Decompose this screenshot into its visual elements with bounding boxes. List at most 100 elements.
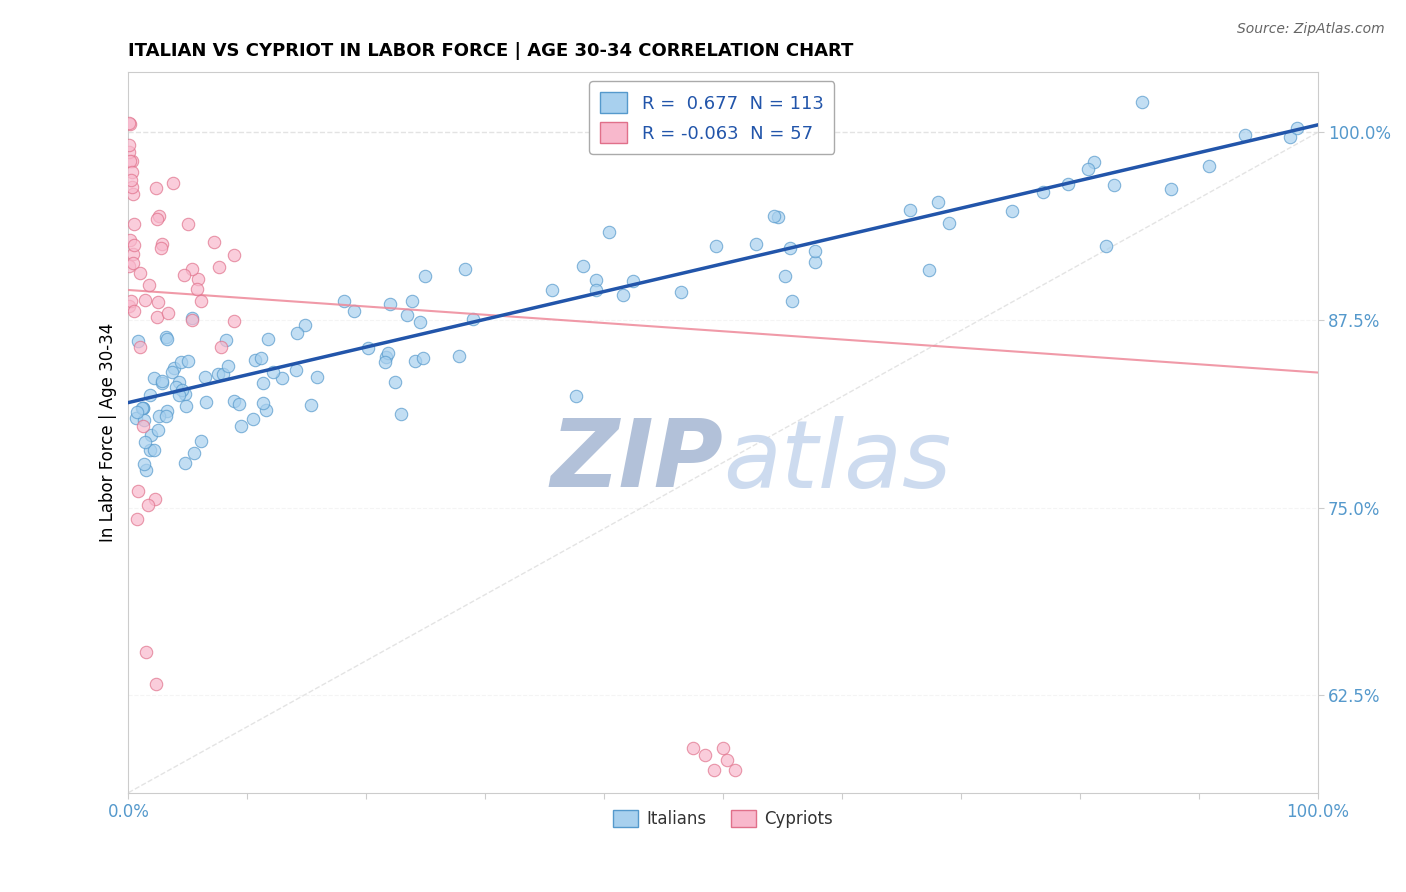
- Italians: [170, 354, 193, 368]
- Text: ZIP: ZIP: [550, 416, 723, 508]
- Cypriots: [682, 740, 704, 755]
- Italians: [134, 457, 156, 471]
- Cypriots: [122, 247, 145, 261]
- Italians: [762, 209, 785, 223]
- Italians: [207, 368, 229, 382]
- Italians: [143, 371, 166, 385]
- Italians: [152, 376, 174, 390]
- Italians: [299, 398, 322, 412]
- Cypriots: [181, 261, 204, 276]
- Italians: [162, 360, 184, 375]
- Cypriots: [150, 236, 173, 251]
- Italians: [139, 428, 162, 442]
- Italians: [357, 341, 380, 355]
- Italians: [918, 263, 941, 277]
- Italians: [898, 203, 921, 218]
- Italians: [252, 376, 274, 390]
- Italians: [461, 311, 484, 326]
- Cypriots: [121, 153, 143, 168]
- Cypriots: [118, 259, 141, 273]
- Italians: [139, 388, 162, 402]
- Italians: [125, 404, 148, 418]
- Italians: [1160, 182, 1182, 196]
- Cypriots: [135, 645, 157, 659]
- Cypriots: [148, 295, 170, 310]
- Italians: [401, 294, 423, 309]
- Text: Source: ZipAtlas.com: Source: ZipAtlas.com: [1237, 22, 1385, 37]
- Italians: [134, 434, 156, 449]
- Italians: [254, 403, 277, 417]
- Italians: [395, 308, 418, 322]
- Italians: [1095, 239, 1118, 253]
- Cypriots: [145, 181, 167, 195]
- Cypriots: [202, 235, 225, 249]
- Cypriots: [122, 217, 145, 231]
- Italians: [229, 419, 252, 434]
- Cypriots: [180, 312, 202, 326]
- Italians: [155, 404, 177, 418]
- Italians: [183, 446, 205, 460]
- Italians: [377, 346, 399, 360]
- Italians: [155, 409, 177, 424]
- Legend: Italians, Cypriots: Italians, Cypriots: [606, 803, 839, 835]
- Cypriots: [134, 293, 156, 308]
- Italians: [1279, 130, 1302, 145]
- Italians: [132, 401, 155, 415]
- Italians: [938, 216, 960, 230]
- Cypriots: [177, 217, 200, 231]
- Italians: [252, 395, 274, 409]
- Cypriots: [118, 233, 141, 247]
- Cypriots: [128, 267, 150, 281]
- Italians: [1032, 185, 1054, 199]
- Italians: [1233, 128, 1256, 143]
- Italians: [572, 259, 595, 273]
- Italians: [453, 261, 475, 276]
- Italians: [155, 329, 177, 343]
- Italians: [565, 389, 588, 403]
- Cypriots: [157, 305, 180, 319]
- Italians: [305, 369, 328, 384]
- Cypriots: [118, 138, 141, 153]
- Italians: [1001, 204, 1024, 219]
- Italians: [598, 225, 620, 239]
- Cypriots: [118, 145, 141, 159]
- Italians: [294, 318, 316, 332]
- Italians: [803, 244, 825, 259]
- Cypriots: [222, 247, 245, 261]
- Italians: [343, 304, 366, 318]
- Cypriots: [186, 282, 208, 296]
- Italians: [333, 294, 356, 309]
- Italians: [228, 397, 250, 411]
- Italians: [249, 351, 271, 365]
- Italians: [217, 359, 239, 374]
- Italians: [257, 332, 280, 346]
- Text: atlas: atlas: [723, 416, 952, 507]
- Cypriots: [173, 268, 195, 282]
- Italians: [1083, 154, 1105, 169]
- Italians: [766, 210, 789, 224]
- Italians: [174, 456, 197, 470]
- Italians: [190, 434, 212, 449]
- Cypriots: [146, 310, 169, 325]
- Italians: [148, 409, 170, 423]
- Italians: [169, 388, 191, 402]
- Cypriots: [146, 211, 169, 226]
- Y-axis label: In Labor Force | Age 30-34: In Labor Force | Age 30-34: [100, 323, 117, 542]
- Cypriots: [724, 763, 747, 777]
- Italians: [172, 384, 194, 398]
- Italians: [1057, 177, 1080, 191]
- Italians: [212, 367, 235, 381]
- Italians: [271, 371, 294, 385]
- Italians: [671, 285, 693, 300]
- Cypriots: [118, 154, 141, 169]
- Cypriots: [122, 303, 145, 318]
- Italians: [222, 393, 245, 408]
- Cypriots: [121, 255, 143, 269]
- Cypriots: [136, 499, 159, 513]
- Cypriots: [118, 299, 141, 313]
- Italians: [245, 353, 267, 368]
- Italians: [127, 334, 149, 348]
- Italians: [174, 387, 197, 401]
- Italians: [389, 407, 412, 421]
- Cypriots: [132, 419, 155, 434]
